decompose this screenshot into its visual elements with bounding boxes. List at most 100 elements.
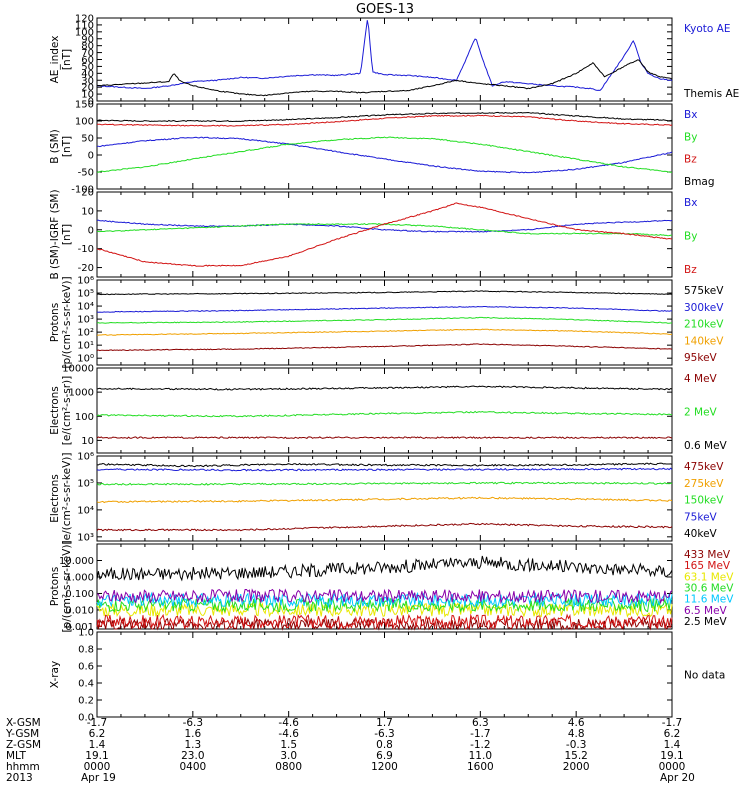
- y-tick-label: 10⁶: [77, 276, 94, 287]
- y-axis-label: Electrons: [49, 474, 61, 523]
- y-tick-label: 100: [75, 412, 94, 423]
- series-line-bx: [96, 219, 673, 233]
- legend-entry: 11.6 MeV: [684, 594, 734, 606]
- y-axis-units: [nT]: [61, 224, 73, 245]
- ephem-value: 0800: [275, 761, 302, 773]
- y-tick-label: 0.100: [65, 589, 94, 600]
- ephem-value: 0000: [84, 761, 111, 773]
- series-line-300kev: [96, 305, 672, 313]
- y-tick-label: 10⁰: [77, 354, 94, 365]
- panel-bsm: -100 -50 0 50 100 150 B (SM) [nT] Bx By Bz Bmag: [49, 100, 715, 196]
- y-tick-label: 0.2: [78, 696, 94, 707]
- y-tick-label: 70: [81, 48, 94, 59]
- y-tick-label: 0.4: [78, 679, 94, 690]
- series-line-4-mev: [96, 436, 673, 439]
- panel-protons_low: 10⁰ 10¹ 10² 10³ 10⁴ 10⁵ 10⁶ Protons [p/(cm²-s-sr…: [49, 276, 724, 369]
- y-tick-label: 80: [81, 41, 94, 52]
- legend-entry: 30.6 MeV: [684, 583, 734, 595]
- panel-frame: [96, 631, 673, 718]
- ephem-row-label: MLT: [6, 750, 26, 762]
- legend-entry: 150keV: [684, 495, 724, 507]
- y-tick-label: 120: [75, 14, 94, 25]
- y-tick-label: -50: [78, 168, 94, 179]
- y-axis-label: Protons: [49, 567, 61, 606]
- ephem-value: 6.2: [89, 728, 106, 740]
- ephem-row-label: 2013: [6, 772, 33, 784]
- ephem-value: 0.8: [376, 739, 393, 751]
- y-tick-label: 110: [75, 20, 94, 31]
- ephem-value: 6.9: [376, 750, 393, 762]
- legend-entry: 95keV: [684, 352, 718, 364]
- series-line-6-5-mev: [96, 588, 673, 605]
- no-data-note: No data: [684, 670, 725, 682]
- series-line-by: [96, 136, 673, 173]
- ephem-value: -6.3: [374, 728, 395, 740]
- ephem-value: -1.7: [470, 728, 491, 740]
- series-line-95kev: [96, 343, 673, 352]
- ephem-value: 1.4: [89, 739, 106, 751]
- y-axis-label: Protons: [49, 303, 61, 342]
- legend-entry: Bz: [684, 264, 697, 276]
- series-line-140kev: [96, 328, 673, 336]
- series-line-bx: [96, 136, 673, 174]
- y-tick-label: 0.010: [65, 605, 94, 616]
- plot-title: GOES-13: [356, 2, 414, 17]
- ephem-row-label: X-GSM: [6, 717, 41, 729]
- ephem-row-label: hhmm: [6, 761, 40, 773]
- panel-frame: [96, 367, 673, 454]
- y-axis-units: [nT]: [61, 49, 73, 70]
- ephem-date: Apr 19: [81, 772, 116, 784]
- y-tick-label: 10⁵: [77, 289, 94, 300]
- series-line-30-6-mev: [96, 596, 673, 614]
- ephem-value: -1.2: [470, 739, 491, 751]
- legend-entry: 63.1 MeV: [684, 571, 734, 583]
- y-tick-label: -10: [78, 244, 94, 255]
- panel-xray: 0.0 0.2 0.4 0.6 0.8 1.0 X-ray No data: [49, 628, 725, 724]
- ephem-value: 6.3: [472, 717, 489, 729]
- ephem-value: 1.5: [280, 739, 297, 751]
- ephem-value: -0.3: [566, 739, 587, 751]
- ephem-value: 0000: [659, 761, 686, 773]
- y-axis-label: Electrons: [49, 386, 61, 435]
- ephem-value: 3.0: [280, 750, 297, 762]
- legend-entry: 210keV: [684, 319, 724, 331]
- series-line-475kev: [96, 522, 673, 532]
- y-axis-label: B (SM)-IGRF (SM): [49, 189, 61, 279]
- ephem-value: 0400: [179, 761, 206, 773]
- y-tick-label: 10000: [62, 364, 94, 375]
- legend-entry: 40keV: [684, 528, 718, 540]
- series-line-575kev: [96, 290, 673, 296]
- ephem-value: -1.7: [87, 717, 108, 729]
- ephem-value: 1.3: [184, 739, 201, 751]
- series-line-2-5-mev: [96, 555, 673, 582]
- legend-entry: Bmag: [684, 176, 715, 188]
- y-axis-units: [p/(cm²-s-sr-keV)]: [61, 540, 73, 632]
- series-line-150kev: [96, 481, 673, 486]
- series-line-bmag: [96, 111, 673, 123]
- y-tick-label: 10.000: [59, 556, 94, 567]
- legend-entry: 140keV: [684, 335, 724, 347]
- y-tick-label: 10: [81, 90, 94, 101]
- legend-entry: Themis AE: [683, 88, 739, 100]
- series-line-kyoto-ae: [96, 20, 673, 91]
- ephem-value: 1.6: [184, 728, 201, 740]
- y-tick-label: 50: [81, 134, 94, 145]
- y-tick-label: 0.0: [78, 713, 94, 724]
- y-tick-label: 60: [81, 55, 94, 66]
- ephem-row-label: Z-GSM: [6, 739, 41, 751]
- ephem-value: 1.4: [664, 739, 681, 751]
- series-line-themis-ae: [96, 59, 673, 97]
- y-tick-label: 0: [88, 97, 94, 108]
- y-tick-label: 30: [81, 76, 94, 87]
- legend-entry: 475keV: [684, 461, 724, 473]
- y-tick-label: 10⁴: [77, 302, 94, 313]
- series-line-40kev: [97, 462, 673, 468]
- ephem-value: 6.2: [664, 728, 681, 740]
- legend-entry: 275keV: [684, 478, 724, 490]
- ephemeris-table: X-GSMY-GSMZ-GSMMLThhmm2013-1.76.21.419.1…: [5, 717, 695, 784]
- y-tick-label: 100: [75, 27, 94, 38]
